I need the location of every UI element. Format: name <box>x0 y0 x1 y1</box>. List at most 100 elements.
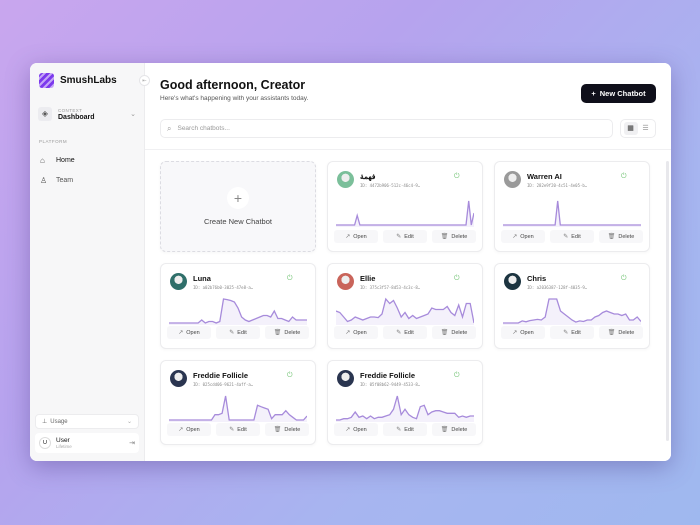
open-label: Open <box>520 233 534 240</box>
sparkline-line <box>503 200 641 226</box>
new-chatbot-button[interactable]: + New Chatbot <box>581 84 656 103</box>
context-value: Dashboard <box>58 113 95 121</box>
delete-button[interactable]: 🗑 Delete <box>265 423 309 436</box>
logout-icon[interactable]: ⇥ <box>129 440 135 447</box>
user-plan: Lifetime <box>56 444 72 449</box>
chatbot-name: Chris <box>527 274 547 283</box>
new-chatbot-label: New Chatbot <box>599 89 646 98</box>
edit-icon: ✎ <box>396 427 402 433</box>
chatbot-id: ID: a02b76b0-3025-47e8-a… <box>193 285 254 290</box>
chatbot-id: ID: a2036387-128f-4035-9… <box>527 285 588 290</box>
user-name: User <box>56 437 70 444</box>
external-link-icon: ↗ <box>345 234 351 240</box>
open-label: Open <box>186 329 200 336</box>
search-placeholder: Search chatbots... <box>177 125 230 132</box>
user-icon: ♙ <box>40 176 48 185</box>
chatbot-card: Warren AI ID: 282e9f20-4c51-4e05-b… ⏻ ↗ O… <box>494 161 650 252</box>
open-button[interactable]: ↗ Open <box>334 326 378 339</box>
list-view-icon[interactable]: ☰ <box>642 125 649 132</box>
chatbot-card: Freddie Follicle ID: 025cdd06-9621-4aff-… <box>160 360 316 445</box>
chatbot-name: Freddie Follicle <box>360 371 416 380</box>
sparkline-line <box>169 298 307 324</box>
activity-sparkline <box>169 298 307 325</box>
brand-name: SmushLabs <box>60 75 117 86</box>
delete-button[interactable]: 🗑 Delete <box>599 230 643 243</box>
chatbot-avatar <box>337 273 354 290</box>
search-icon: ⌕ <box>167 123 172 133</box>
user-menu[interactable]: U User Lifetime ⇥ <box>35 433 139 453</box>
scrollbar[interactable] <box>666 161 669 441</box>
sparkline-area <box>336 201 474 227</box>
edit-button[interactable]: ✎ Edit <box>550 326 594 339</box>
chatbot-name: Freddie Follicle <box>193 371 249 380</box>
power-status-icon[interactable]: ⏻ <box>287 372 293 379</box>
sparkline-area <box>169 396 307 422</box>
search-input[interactable]: ⌕ Search chatbots... <box>160 119 613 138</box>
power-status-icon[interactable]: ⏻ <box>621 275 627 282</box>
sidebar-item-team[interactable]: ♙ Team <box>40 176 73 185</box>
external-link-icon: ↗ <box>512 330 518 336</box>
sidebar-item-home[interactable]: ⌂ Home <box>40 156 75 165</box>
delete-button[interactable]: 🗑 Delete <box>599 326 643 339</box>
delete-button[interactable]: 🗑 Delete <box>432 423 476 436</box>
chatbot-card: فهمة ID: 4472b906-512c-46c4-9… ⏻ ↗ Open ✎… <box>327 161 483 252</box>
power-status-icon[interactable]: ⏻ <box>454 372 460 379</box>
external-link-icon: ↗ <box>178 330 184 336</box>
trash-icon: 🗑 <box>273 427 282 433</box>
delete-button[interactable]: 🗑 Delete <box>432 230 476 243</box>
chatbot-id: ID: 282e9f20-4c51-4e05-b… <box>527 183 588 188</box>
chatbot-avatar <box>170 370 187 387</box>
power-status-icon[interactable]: ⏻ <box>454 173 460 180</box>
context-selector[interactable]: ◈ CONTEXT Dashboard ⌄ <box>38 103 136 125</box>
delete-button[interactable]: 🗑 Delete <box>265 326 309 339</box>
grid-view-icon[interactable]: ▦ <box>623 122 638 135</box>
avatar: U <box>39 437 51 449</box>
chevron-down-icon: ⌄ <box>126 419 132 425</box>
section-label: PLATFORM <box>39 139 68 144</box>
chatbot-avatar <box>504 171 521 188</box>
open-button[interactable]: ↗ Open <box>167 326 211 339</box>
chatbot-card: Freddie Follicle ID: 05f08b62-9449-4533-… <box>327 360 483 445</box>
open-button[interactable]: ↗ Open <box>334 423 378 436</box>
trash-icon: 🗑 <box>607 330 616 336</box>
collapse-sidebar-icon[interactable]: ⇤ <box>139 75 150 86</box>
open-button[interactable]: ↗ Open <box>501 230 545 243</box>
edit-button[interactable]: ✎ Edit <box>216 423 260 436</box>
edit-button[interactable]: ✎ Edit <box>383 423 427 436</box>
delete-label: Delete <box>284 329 301 336</box>
power-status-icon[interactable]: ⏻ <box>621 173 627 180</box>
delete-label: Delete <box>618 329 635 336</box>
open-button[interactable]: ↗ Open <box>501 326 545 339</box>
power-status-icon[interactable]: ⏻ <box>287 275 293 282</box>
open-button[interactable]: ↗ Open <box>334 230 378 243</box>
open-button[interactable]: ↗ Open <box>167 423 211 436</box>
edit-button[interactable]: ✎ Edit <box>216 326 260 339</box>
edit-button[interactable]: ✎ Edit <box>550 230 594 243</box>
brand[interactable]: SmushLabs <box>39 73 117 88</box>
sparkline-line <box>336 395 474 421</box>
edit-button[interactable]: ✎ Edit <box>383 326 427 339</box>
sparkline-line <box>503 298 641 324</box>
trash-icon: 🗑 <box>440 234 449 240</box>
create-chatbot-card[interactable]: + Create New Chatbot <box>160 161 316 252</box>
chatbot-name: Warren AI <box>527 172 562 181</box>
chatbot-avatar <box>504 273 521 290</box>
chatbot-card: Luna ID: a02b76b0-3025-47e8-a… ⏻ ↗ Open ✎… <box>160 263 316 349</box>
edit-icon: ✎ <box>396 330 402 336</box>
external-link-icon: ↗ <box>178 427 184 433</box>
chatbot-name: فهمة <box>360 172 376 181</box>
power-status-icon[interactable]: ⏻ <box>454 275 460 282</box>
delete-button[interactable]: 🗑 Delete <box>432 326 476 339</box>
edit-button[interactable]: ✎ Edit <box>383 230 427 243</box>
open-label: Open <box>186 426 200 433</box>
chatbot-name: Ellie <box>360 274 376 283</box>
activity-sparkline <box>336 297 474 325</box>
usage-dropdown[interactable]: ⊥ Usage ⌄ <box>35 414 139 429</box>
delete-label: Delete <box>451 329 468 336</box>
sparkline-area <box>336 299 474 325</box>
home-icon: ⌂ <box>40 156 45 165</box>
usage-label: Usage <box>50 418 68 425</box>
plus-icon: + <box>227 187 249 209</box>
edit-label: Edit <box>571 233 581 240</box>
logo-icon <box>39 73 54 88</box>
